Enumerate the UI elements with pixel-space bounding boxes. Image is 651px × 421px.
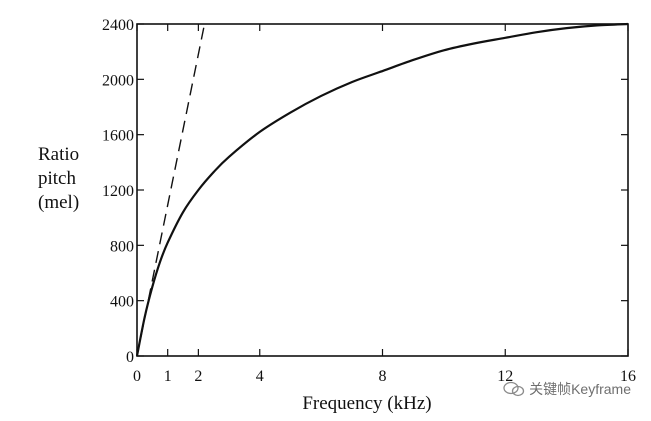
x-tick-label: 0 — [133, 368, 141, 385]
y-tick-label: 2000 — [102, 72, 134, 89]
y-axis-title-line: (mel) — [38, 192, 79, 213]
y-axis-title-line: Ratio — [38, 144, 79, 165]
x-tick-label: 8 — [379, 368, 387, 385]
x-tick-label: 1 — [164, 368, 172, 385]
plot-border — [136, 23, 629, 357]
x-tick-label: 4 — [256, 368, 264, 385]
y-tick-label: 400 — [110, 294, 134, 311]
series-layer — [135, 22, 629, 357]
mel-curve-series — [135, 22, 629, 357]
plot-area — [136, 23, 629, 357]
y-tick-label: 1200 — [102, 183, 134, 200]
x-axis-title: Frequency (kHz) — [302, 393, 431, 414]
y-axis-title: Ratio pitch (mel) — [38, 144, 79, 213]
watermark-text: 关键帧Keyframe — [529, 381, 631, 397]
y-tick-label: 800 — [110, 238, 134, 255]
y-tick-label: 2400 — [102, 17, 134, 34]
x-tick-label: 12 — [497, 368, 513, 385]
watermark: 关键帧Keyframe — [503, 379, 631, 399]
y-tick-label: 0 — [126, 349, 134, 366]
y-axis-title-line: pitch — [38, 168, 76, 189]
x-tick-label: 2 — [194, 368, 202, 385]
y-tick-label: 1600 — [102, 128, 134, 145]
chat-bubble-icon — [503, 381, 525, 397]
x-tick-label: 16 — [620, 368, 636, 385]
